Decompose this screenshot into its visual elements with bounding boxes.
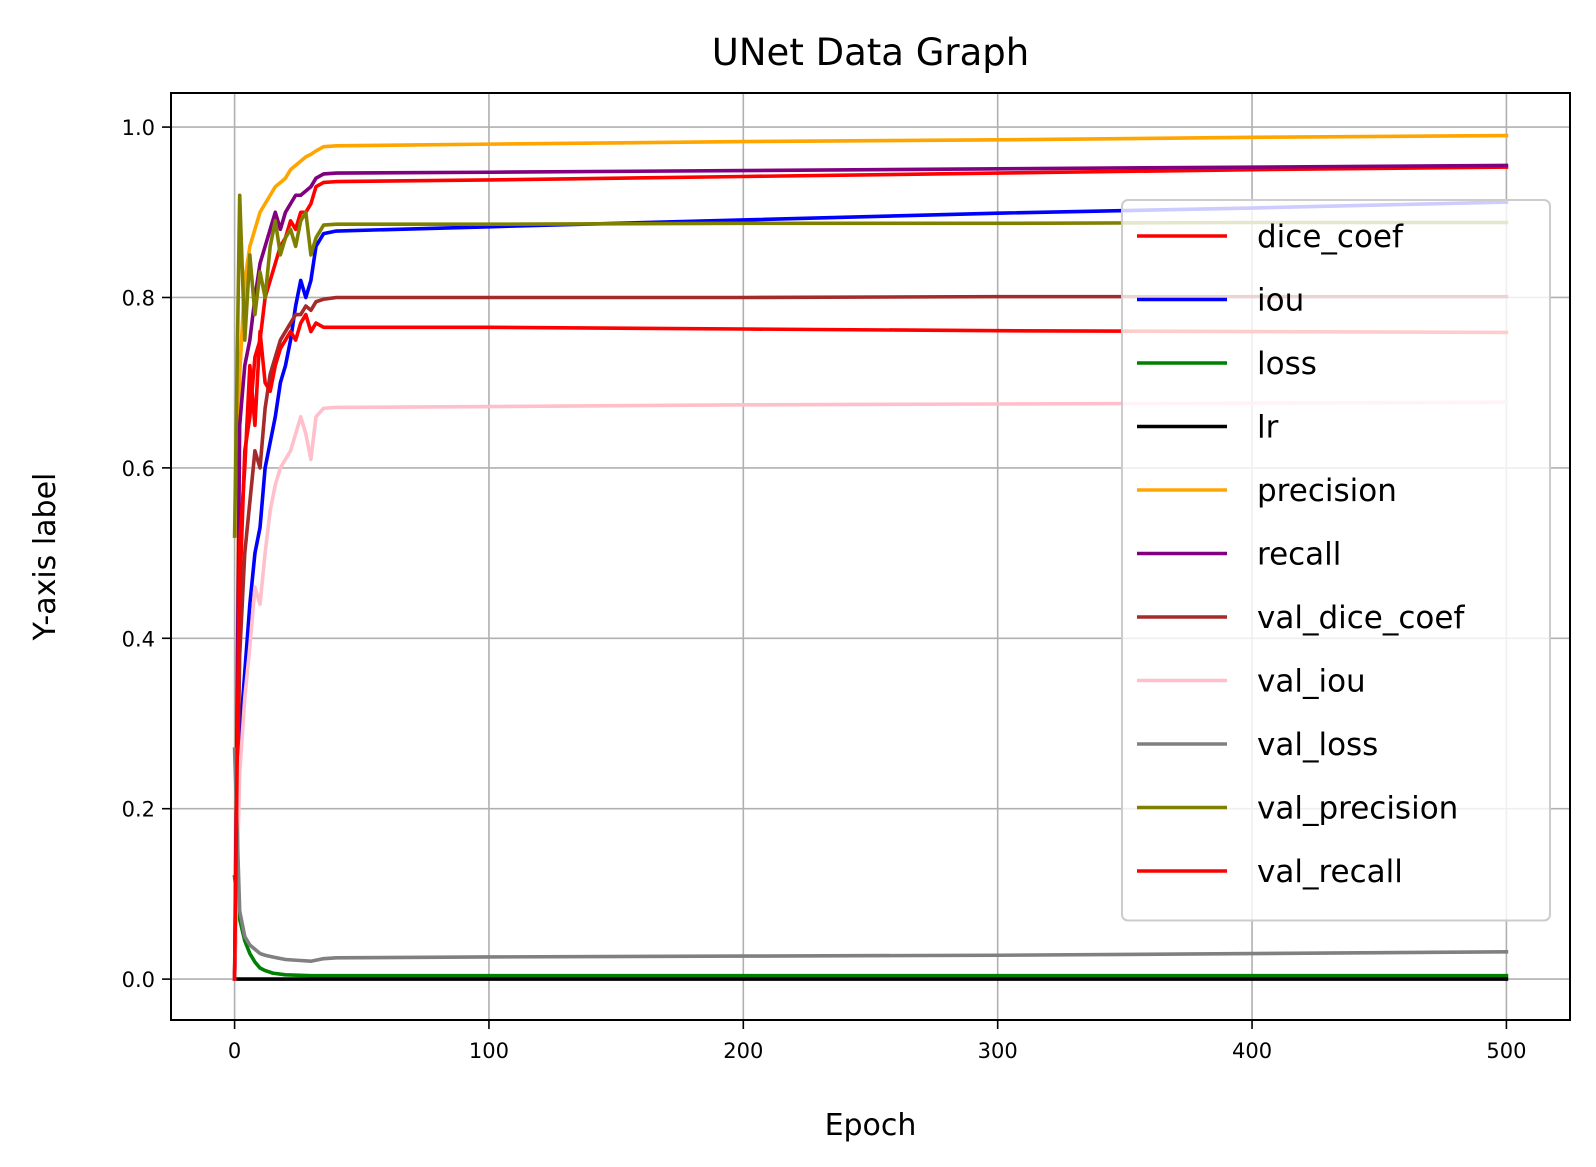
y-tick-label: 0.6 — [122, 457, 155, 481]
x-tick-label: 400 — [1232, 1039, 1272, 1063]
y-tick-label: 0.4 — [122, 627, 155, 651]
legend-label: lr — [1257, 410, 1279, 446]
legend-label: iou — [1257, 283, 1304, 319]
chart-title: UNet Data Graph — [712, 31, 1029, 74]
ticks: 0 100 200 300 400 500 0.0 0.2 0.4 0.6 0.8 1.0 — [122, 116, 1527, 1063]
series-line-val-precision — [232, 193, 1509, 538]
series-line-val-recall — [232, 312, 1509, 981]
series-line-loss — [232, 874, 1509, 978]
series-line-dice-coef — [232, 165, 1509, 981]
legend-label: dice_coef — [1257, 219, 1404, 255]
legend-label: precision — [1257, 473, 1397, 509]
legend-label: val_precision — [1257, 791, 1458, 827]
x-tick-label: 200 — [723, 1039, 763, 1063]
plot-frame — [170, 92, 1571, 1021]
y-tick-label: 1.0 — [122, 116, 155, 140]
x-axis-label: Epoch — [825, 1108, 917, 1143]
series-line-val-dice-coef — [232, 294, 1509, 981]
y-tick-label: 0.2 — [122, 798, 155, 822]
y-tick-label: 0.0 — [122, 968, 155, 992]
y-axis-label: Y-axis label — [28, 473, 63, 642]
legend-label: loss — [1257, 346, 1317, 382]
legend-box — [1121, 199, 1551, 922]
legend-label: val_iou — [1257, 664, 1366, 700]
x-tick-label: 500 — [1486, 1039, 1526, 1063]
series-line-val-iou — [232, 400, 1509, 981]
series-lines — [232, 133, 1509, 981]
legend-label: val_recall — [1257, 854, 1403, 890]
legend-label: val_dice_coef — [1257, 600, 1465, 636]
series-line-val-loss — [232, 747, 1509, 964]
series-line-precision — [232, 133, 1509, 981]
x-tick-label: 0 — [228, 1039, 241, 1063]
legend-label: val_loss — [1257, 727, 1378, 763]
y-tick-label: 0.8 — [122, 286, 155, 310]
x-tick-label: 300 — [978, 1039, 1018, 1063]
legend-label: recall — [1257, 537, 1341, 573]
x-tick-label: 100 — [469, 1039, 509, 1063]
